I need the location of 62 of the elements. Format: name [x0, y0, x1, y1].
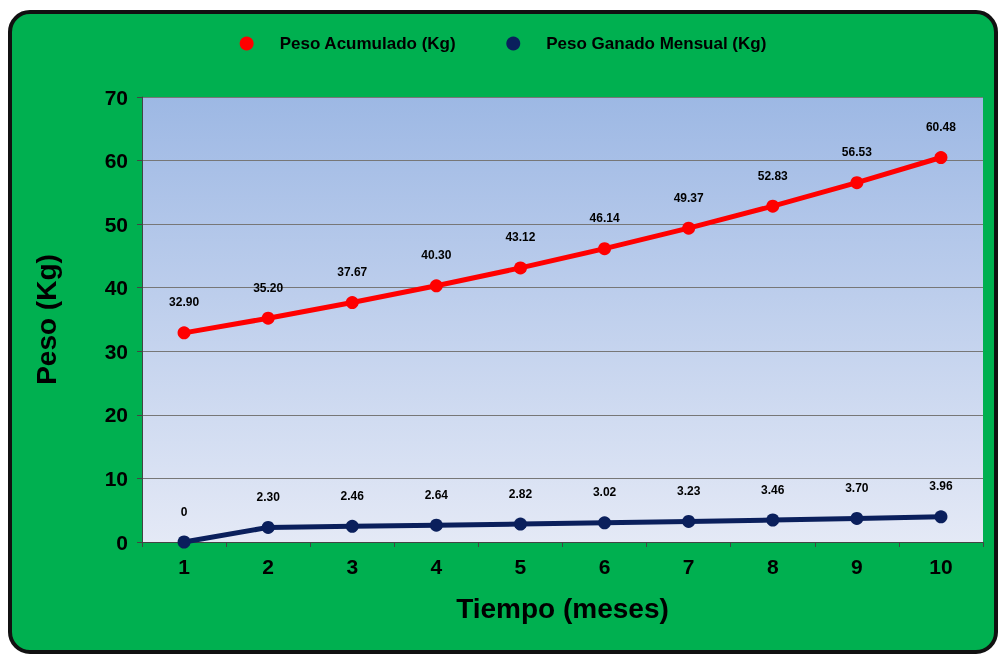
- data-label: 40.30: [421, 248, 452, 263]
- point: [766, 199, 780, 213]
- y-tick-label: 0: [116, 530, 128, 554]
- y-tick-label: 50: [104, 212, 128, 236]
- point: [682, 514, 696, 528]
- data-label: 2.46: [340, 488, 365, 503]
- data-label: 0: [180, 504, 188, 519]
- point: [934, 151, 948, 165]
- data-label: 3.02: [592, 485, 617, 500]
- x-tick-label: 3: [346, 555, 359, 578]
- x-tick-label: 7: [682, 555, 695, 578]
- point: [345, 296, 359, 310]
- point: [598, 242, 612, 256]
- x-tick-label: 4: [430, 555, 443, 578]
- point: [177, 326, 191, 340]
- y-tick-label: 30: [104, 339, 128, 363]
- data-label: 2.82: [508, 486, 533, 501]
- x-tick-label: 10: [929, 555, 953, 578]
- point: [934, 510, 948, 524]
- point: [429, 279, 443, 293]
- data-label: 56.53: [841, 145, 873, 160]
- y-tick-label: 10: [104, 466, 128, 490]
- point: [513, 261, 527, 275]
- x-axis-title: Tiempo (meses): [456, 592, 669, 624]
- data-label: 3.23: [676, 483, 701, 498]
- legend-label: Peso Acumulado (Kg): [279, 34, 456, 53]
- data-label: 49.37: [673, 190, 704, 205]
- point: [429, 518, 443, 532]
- data-label: 3.70: [845, 480, 869, 495]
- y-tick-label: 40: [104, 276, 128, 300]
- x-tick-label: 1: [178, 555, 191, 578]
- point: [598, 516, 612, 530]
- x-tick-label: 6: [598, 555, 611, 578]
- data-label: 52.83: [757, 168, 789, 183]
- point: [513, 517, 527, 531]
- point: [345, 519, 359, 533]
- x-tick-label: 2: [262, 555, 274, 578]
- point: [766, 513, 780, 527]
- point: [682, 221, 696, 235]
- x-tick-label: 5: [514, 555, 527, 578]
- point: [261, 520, 275, 534]
- point: [850, 511, 864, 525]
- data-label: 2.30: [256, 489, 281, 504]
- data-label: 3.46: [761, 482, 785, 497]
- data-label: 32.90: [169, 295, 200, 310]
- data-label: 3.96: [929, 479, 953, 494]
- y-tick-label: 60: [104, 149, 128, 173]
- data-label: 35.20: [253, 280, 284, 295]
- y-tick-label: 70: [104, 85, 128, 109]
- data-label: 46.14: [589, 211, 620, 226]
- data-label: 43.12: [505, 230, 536, 245]
- x-tick-label: 9: [851, 555, 863, 578]
- data-label: 2.64: [424, 487, 449, 502]
- y-tick-label: 20: [104, 403, 128, 427]
- legend-label: Peso Ganado Mensual (Kg): [546, 34, 767, 53]
- point: [261, 311, 275, 325]
- point: [850, 176, 864, 190]
- point: [177, 535, 191, 549]
- x-tick-label: 8: [766, 555, 779, 578]
- data-label: 37.67: [337, 265, 368, 280]
- y-axis-title: Peso (Kg): [30, 254, 62, 385]
- data-label: 60.48: [925, 120, 957, 135]
